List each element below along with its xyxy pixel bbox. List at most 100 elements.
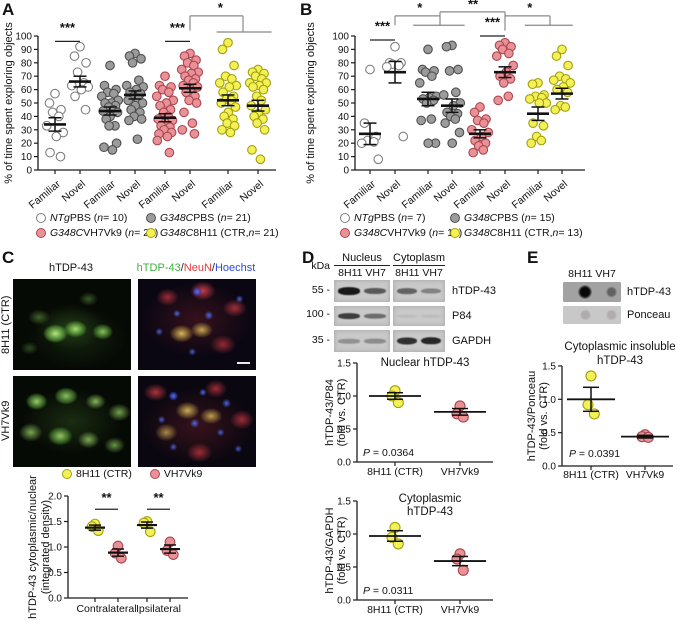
data-point	[179, 107, 189, 118]
data-point	[53, 111, 64, 122]
red-marker-icon	[36, 228, 46, 238]
data-point	[217, 44, 228, 55]
data-point	[107, 145, 118, 155]
data-point	[526, 138, 537, 149]
panel-d-cytoplasmic-chart: 0.0 0.5 1.0 1.5 hTDP-43/GAPDH (fold vs. CTR) 8…	[324, 488, 535, 627]
data-point	[536, 135, 547, 146]
data-point	[230, 102, 241, 112]
significance-label: ***	[170, 20, 186, 35]
data-point	[108, 88, 119, 99]
data-point	[381, 61, 392, 72]
panel-e-blots: 8H11 VH7 hTDP-43 Ponceau	[525, 250, 700, 335]
svg-text:60: 60	[338, 85, 350, 96]
panel-a-legend: NTg PBS (n = 10) G348C PBS (n = 21) G348C …	[0, 0, 340, 239]
data-point	[414, 78, 425, 88]
data-point	[41, 120, 52, 131]
data-point	[438, 90, 449, 100]
significance-label: ***	[485, 15, 501, 30]
svg-text:0.5: 0.5	[337, 563, 351, 574]
data-point	[151, 91, 162, 102]
svg-text:80: 80	[338, 58, 350, 69]
significance-label: *	[417, 0, 423, 15]
lane-labels-cytoplasm: 8H11 VH7	[395, 267, 443, 279]
data-point	[132, 134, 143, 145]
svg-text:Familiar: Familiar	[342, 178, 379, 212]
micrograph-8h11-htdp43	[13, 279, 131, 370]
svg-text:Novel: Novel	[485, 178, 513, 204]
data-point	[560, 102, 571, 112]
svg-text:Familiar: Familiar	[452, 178, 489, 212]
svg-text:Novel: Novel	[542, 178, 570, 204]
yellow-marker-icon	[62, 469, 72, 479]
legend-item: NTg PBS (n = 7)	[340, 212, 426, 224]
svg-text:(fold vs. CTR): (fold vs. CTR)	[336, 517, 348, 585]
dot-blot-spot	[579, 309, 591, 321]
data-point	[454, 127, 465, 138]
data-point	[557, 44, 567, 55]
panel-d-label: D	[302, 248, 315, 267]
data-point	[69, 51, 80, 61]
data-point	[468, 147, 479, 158]
legend-item: G348C 8H11 (CTR, n = 21)	[146, 227, 279, 239]
kda-35: 35 -	[311, 334, 330, 346]
data-point	[453, 64, 463, 75]
data-point	[491, 51, 502, 61]
data-point	[187, 118, 198, 128]
blot-group-nucleus: Nucleus	[334, 252, 390, 266]
micrograph-column-header-htdp43: hTDP-43	[48, 262, 94, 274]
data-point	[55, 151, 66, 162]
panel-a-label: A	[2, 0, 15, 19]
data-point	[423, 138, 434, 149]
data-point	[503, 91, 514, 102]
svg-text:20: 20	[21, 139, 33, 150]
svg-text:1.0: 1.0	[337, 392, 351, 403]
data-point	[373, 154, 384, 165]
svg-text:100: 100	[15, 32, 32, 43]
data-point	[177, 124, 188, 135]
protein-band	[364, 313, 386, 319]
blot-nucleus-htdp43	[334, 280, 390, 302]
p-value: P = 0.0364	[363, 447, 414, 459]
dot-blot-spot	[578, 285, 592, 299]
svg-text:40: 40	[21, 112, 33, 123]
data-point	[498, 78, 509, 88]
data-point	[478, 145, 489, 155]
protein-band	[421, 337, 441, 345]
data-point	[99, 142, 109, 153]
significance-label: *	[527, 0, 533, 15]
chart-svg-Eins: 0.0 0.5 1.0 1.5 hTDP-43/Ponceau (fold vs. CTR…	[526, 341, 676, 481]
data-point	[493, 95, 504, 106]
protein-band	[338, 287, 360, 295]
data-point	[191, 98, 202, 108]
data-point	[217, 124, 227, 135]
p-value: P = 0.0311	[363, 585, 413, 597]
svg-text:30: 30	[338, 125, 350, 136]
panel-e-chart: 0.0 0.5 1.0 1.5 hTDP-43/Ponceau (fold vs. CTR…	[525, 335, 700, 495]
legend-item: G348C PBS (n = 15)	[450, 212, 555, 224]
dot-blot-htdp43	[563, 282, 621, 302]
svg-text:0: 0	[343, 166, 349, 177]
band-label-p84: P84	[452, 310, 472, 322]
data-point	[105, 60, 115, 71]
svg-text:Familiar: Familiar	[137, 178, 174, 212]
data-point	[44, 98, 55, 108]
yellow-marker-icon	[146, 228, 156, 238]
protein-band	[397, 337, 417, 345]
micrograph-column-header-merge: hTDP-43/NeuN/Hoechst	[133, 262, 259, 274]
svg-text:Familiar: Familiar	[82, 178, 119, 212]
micrograph-vh7vk9-htdp43	[13, 376, 131, 467]
data-point	[248, 82, 258, 92]
svg-text:1.0: 1.0	[337, 530, 351, 541]
svg-text:Novel: Novel	[375, 178, 403, 204]
data-point	[164, 147, 175, 158]
dot-blot-spot	[605, 309, 617, 321]
data-point	[441, 41, 452, 52]
data-point	[72, 67, 83, 78]
data-point	[162, 131, 173, 142]
svg-text:0: 0	[26, 166, 32, 177]
protein-band	[397, 288, 417, 294]
significance-label: **	[468, 0, 479, 12]
significance-label: **	[153, 490, 164, 505]
dot-blot-lane-labels: 8H11 VH7	[568, 268, 616, 280]
blot-group-cytoplasm: Cytoplasm	[393, 252, 445, 266]
